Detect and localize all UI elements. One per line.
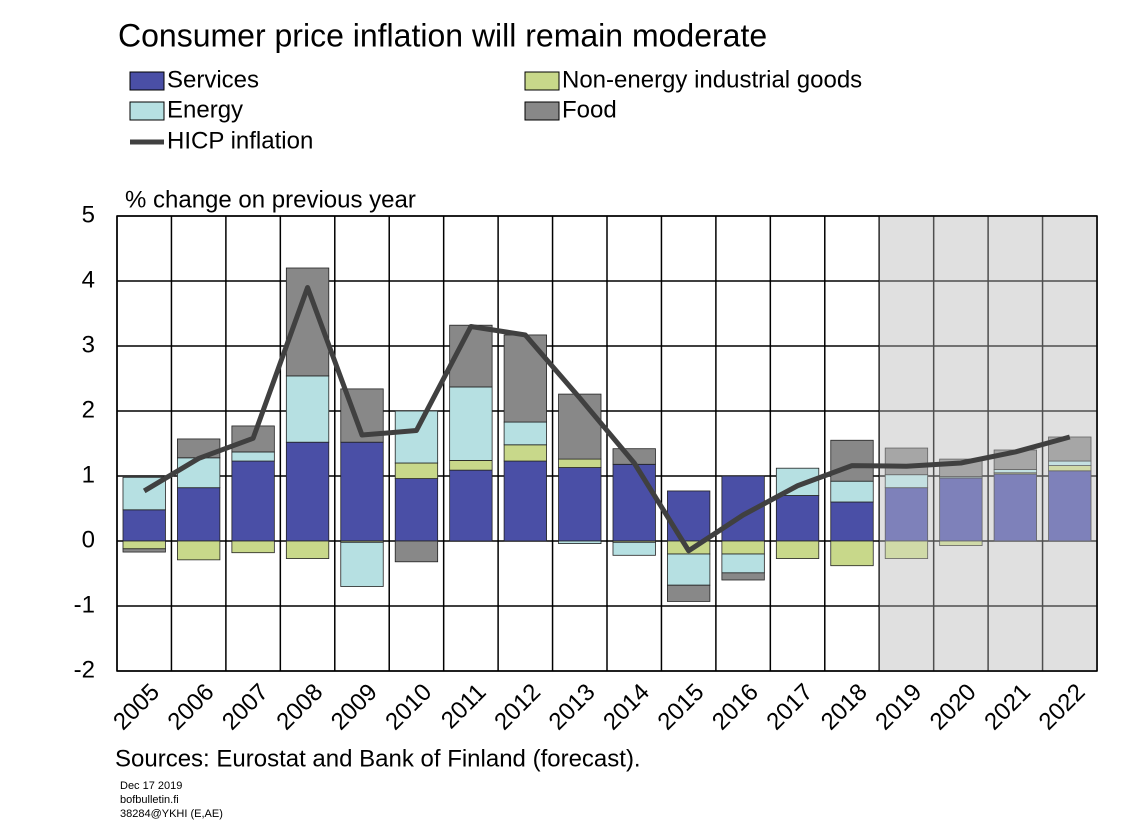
bar-segment [884, 487, 929, 542]
x-tick-label: 2020 [925, 679, 982, 736]
bar-segment [939, 477, 983, 542]
bar-segment [449, 469, 493, 542]
bar-segment [612, 463, 656, 542]
bar-segment [285, 441, 330, 542]
legend-label: Food [562, 96, 617, 123]
bar-segment [667, 584, 711, 602]
source: Sources: Eurostat and Bank of Finland (f… [115, 745, 641, 772]
footnote: bofbulletin.fi [120, 794, 179, 806]
bar-segment [177, 457, 221, 489]
bar-segment [449, 386, 493, 461]
bar-segment [503, 444, 547, 462]
y-axis-label: % change on previous year [125, 186, 416, 213]
bar-segment [394, 540, 439, 563]
x-tick-label: 2007 [217, 679, 274, 736]
bar-segment [177, 540, 221, 561]
bar-segment [340, 441, 384, 542]
bar-segment [721, 475, 765, 542]
bar-segment [830, 501, 874, 542]
bar-segment [830, 480, 874, 503]
x-tick-label: 2015 [653, 679, 710, 736]
y-tick-label: 5 [82, 201, 95, 228]
bar-segment [558, 458, 602, 468]
legend-label: Energy [167, 96, 243, 123]
bar-segment [884, 540, 929, 559]
legend-label: Non-energy industrial goods [562, 66, 862, 93]
bar-segment [449, 459, 493, 471]
line-series [142, 285, 1071, 554]
x-tick-label: 2014 [598, 679, 655, 736]
x-tick-label: 2008 [271, 679, 328, 736]
x-tick-label: 2012 [489, 679, 546, 736]
legend-swatch [129, 71, 165, 91]
y-tick-label: 3 [82, 331, 95, 358]
bar-segment [285, 375, 330, 443]
x-tick-label: 2009 [326, 679, 383, 736]
chart-title: Consumer price inflation will remain mod… [118, 17, 767, 53]
bar-segment [558, 467, 602, 542]
bar-segment [884, 447, 929, 476]
bar-segment [122, 509, 166, 542]
bar-segment [177, 487, 221, 542]
bar-segment [122, 540, 166, 550]
legend-label: HICP inflation [167, 127, 313, 154]
bar-segment [612, 541, 656, 556]
bar-segment [285, 540, 330, 559]
legend-swatch [524, 101, 560, 121]
bar-segment [340, 541, 384, 587]
x-tick-label: 2019 [870, 679, 927, 736]
bar-segment [939, 540, 983, 546]
x-tick-label: 2017 [761, 679, 818, 736]
legend-swatch [524, 71, 560, 91]
x-tick-label: 2006 [163, 679, 220, 736]
bar-segment [830, 540, 874, 567]
bar-segment [394, 462, 439, 480]
y-tick-label: 2 [82, 396, 95, 423]
x-tick-label: 2021 [979, 679, 1036, 736]
bar-segment [721, 572, 765, 581]
bar-segment [775, 495, 820, 542]
plot-frame [116, 215, 1098, 672]
bar-segment [721, 540, 765, 555]
x-tick-label: 2010 [380, 679, 437, 736]
bar-segment [231, 460, 275, 542]
bar-segment [558, 393, 602, 460]
y-tick-label: 0 [82, 526, 95, 553]
bar-segment [830, 439, 874, 482]
bar-segment [721, 553, 765, 574]
x-tick-label: 2018 [816, 679, 873, 736]
bar-segment [558, 540, 602, 544]
y-tick-label: 1 [82, 461, 95, 488]
x-tick-label: 2005 [108, 679, 165, 736]
bar-segment [231, 540, 275, 554]
legend-label: Services [167, 66, 259, 93]
bar-segment [394, 478, 439, 542]
bar-segment [667, 553, 711, 586]
bar-segment [503, 421, 547, 446]
y-tick-label: -2 [74, 656, 95, 683]
bar-segment [775, 540, 820, 559]
footnote: 38284@YKHI (E,AE) [120, 808, 223, 820]
x-tick-label: 2013 [544, 679, 601, 736]
bar-segment [394, 410, 439, 464]
forecast-overlay [879, 216, 1097, 671]
x-tick-label: 2011 [436, 679, 492, 735]
x-tick-label: 2016 [707, 679, 764, 736]
bar-segment [503, 334, 547, 423]
bar-segment [122, 548, 166, 553]
bar-segment [231, 451, 275, 462]
bar-segment [503, 460, 547, 542]
footnote: Dec 17 2019 [120, 780, 182, 792]
y-tick-label: 4 [82, 266, 95, 293]
bar-segment [667, 490, 711, 542]
y-tick-label: -1 [74, 591, 95, 618]
legend-swatch [129, 101, 165, 121]
x-tick-label: 2022 [1034, 679, 1091, 736]
